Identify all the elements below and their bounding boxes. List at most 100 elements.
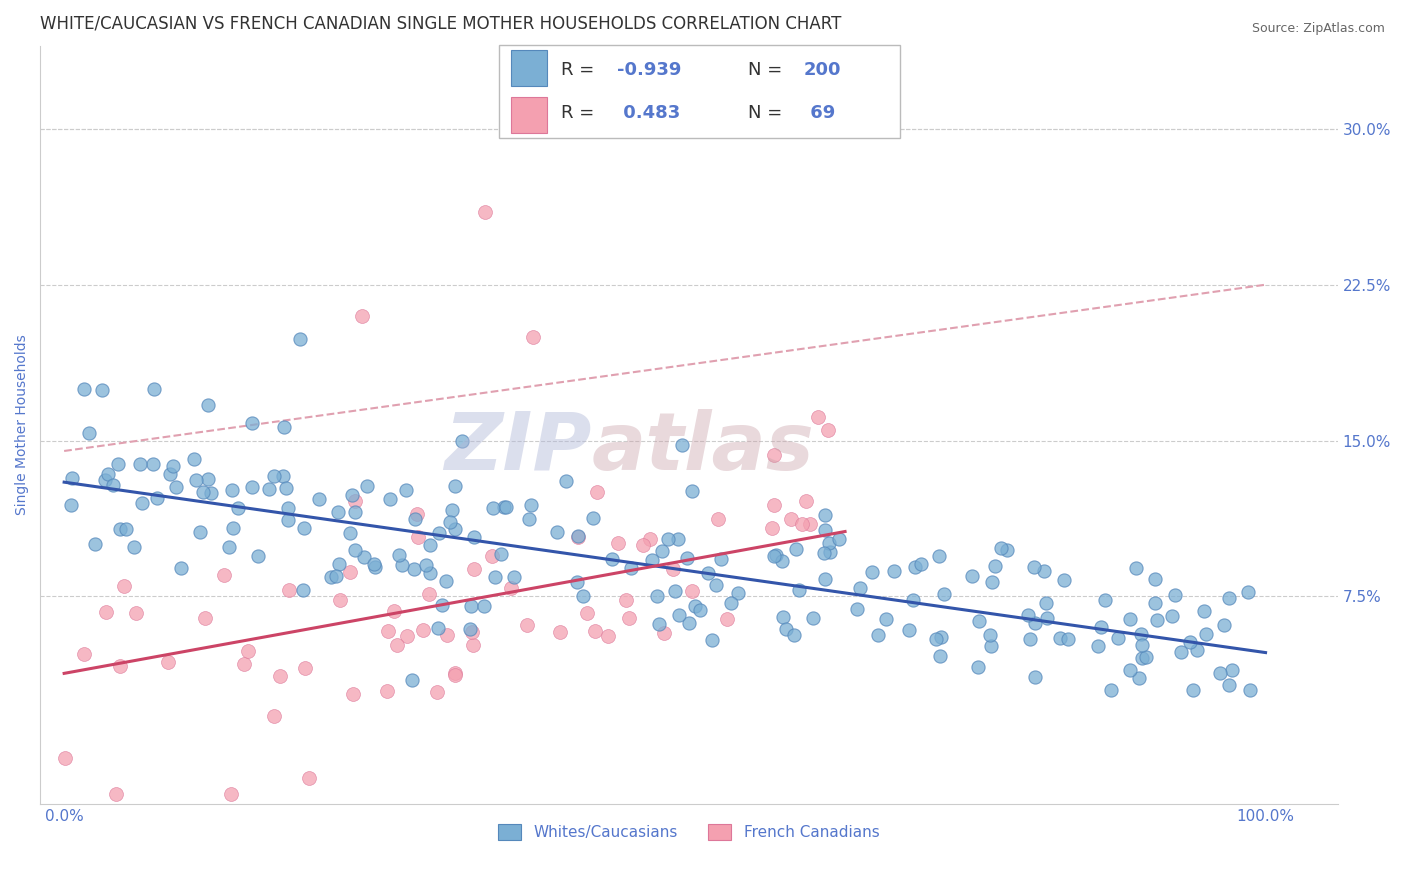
Point — [904, 559, 927, 574]
Point — [792, 517, 814, 532]
Point — [257, 482, 280, 496]
Point — [651, 543, 673, 558]
Point — [356, 479, 378, 493]
Point — [696, 566, 718, 580]
Point — [607, 536, 630, 550]
Point — [700, 632, 723, 647]
Point — [1119, 612, 1142, 626]
Point — [263, 709, 285, 723]
Point — [929, 630, 952, 644]
Point — [1017, 608, 1039, 623]
Point — [1056, 632, 1078, 646]
Point — [1185, 642, 1208, 657]
Point — [218, 540, 240, 554]
Point — [1036, 611, 1059, 625]
Point — [967, 659, 990, 673]
Point — [875, 612, 897, 626]
Point — [418, 587, 440, 601]
Point — [157, 655, 180, 669]
Point — [1099, 683, 1122, 698]
Point — [221, 483, 243, 498]
Point — [489, 547, 512, 561]
Point — [463, 530, 485, 544]
Text: atlas: atlas — [592, 409, 814, 487]
Point — [162, 459, 184, 474]
Point — [319, 569, 342, 583]
Point — [375, 683, 398, 698]
Point — [142, 457, 165, 471]
Point — [765, 548, 787, 562]
Point — [849, 581, 872, 595]
Point — [1049, 631, 1071, 645]
Point — [668, 608, 690, 623]
Point — [980, 575, 1002, 590]
Point — [1107, 632, 1129, 646]
Point — [572, 590, 595, 604]
Point — [1195, 626, 1218, 640]
Point — [554, 474, 576, 488]
Point — [277, 513, 299, 527]
Point — [240, 417, 263, 431]
Point — [548, 624, 571, 639]
Point — [1146, 613, 1168, 627]
Point — [474, 205, 496, 219]
Point — [925, 632, 948, 646]
Point — [59, 498, 82, 512]
Point — [638, 532, 661, 546]
Point — [273, 419, 295, 434]
Point — [520, 498, 543, 512]
Point — [426, 621, 449, 635]
Point — [928, 549, 950, 563]
Point — [97, 467, 120, 482]
Point — [444, 478, 467, 492]
Point — [1218, 678, 1240, 692]
Point — [342, 687, 364, 701]
Point — [657, 532, 679, 546]
Point — [794, 493, 817, 508]
Point — [436, 628, 458, 642]
Point — [1213, 618, 1236, 632]
Point — [463, 561, 485, 575]
Point — [932, 586, 955, 600]
Point — [828, 532, 851, 546]
Point — [112, 579, 135, 593]
Point — [980, 640, 1002, 654]
Point — [271, 468, 294, 483]
Point — [385, 638, 408, 652]
Text: R =: R = — [561, 104, 600, 122]
Point — [291, 582, 314, 597]
Point — [430, 598, 453, 612]
Point — [967, 614, 990, 628]
Point — [1119, 663, 1142, 677]
Point — [129, 457, 152, 471]
Point — [222, 521, 245, 535]
Point — [1035, 596, 1057, 610]
Point — [664, 584, 686, 599]
Text: Source: ZipAtlas.com: Source: ZipAtlas.com — [1251, 22, 1385, 36]
Point — [676, 550, 699, 565]
Point — [107, 457, 129, 471]
Point — [960, 568, 983, 582]
Point — [73, 382, 96, 396]
Point — [269, 669, 291, 683]
Point — [1128, 671, 1150, 685]
Point — [395, 483, 418, 497]
Point — [787, 582, 810, 597]
Point — [785, 541, 807, 556]
Point — [276, 481, 298, 495]
Point — [1239, 683, 1261, 698]
Point — [404, 512, 426, 526]
Point — [596, 629, 619, 643]
Point — [395, 629, 418, 643]
Point — [190, 525, 212, 540]
Point — [170, 561, 193, 575]
Point — [122, 540, 145, 554]
Point — [567, 530, 589, 544]
Point — [807, 410, 830, 425]
Point — [444, 665, 467, 680]
Point — [240, 480, 263, 494]
Point — [583, 624, 606, 638]
Point — [443, 522, 465, 536]
Point — [142, 382, 165, 396]
Point — [868, 628, 890, 642]
